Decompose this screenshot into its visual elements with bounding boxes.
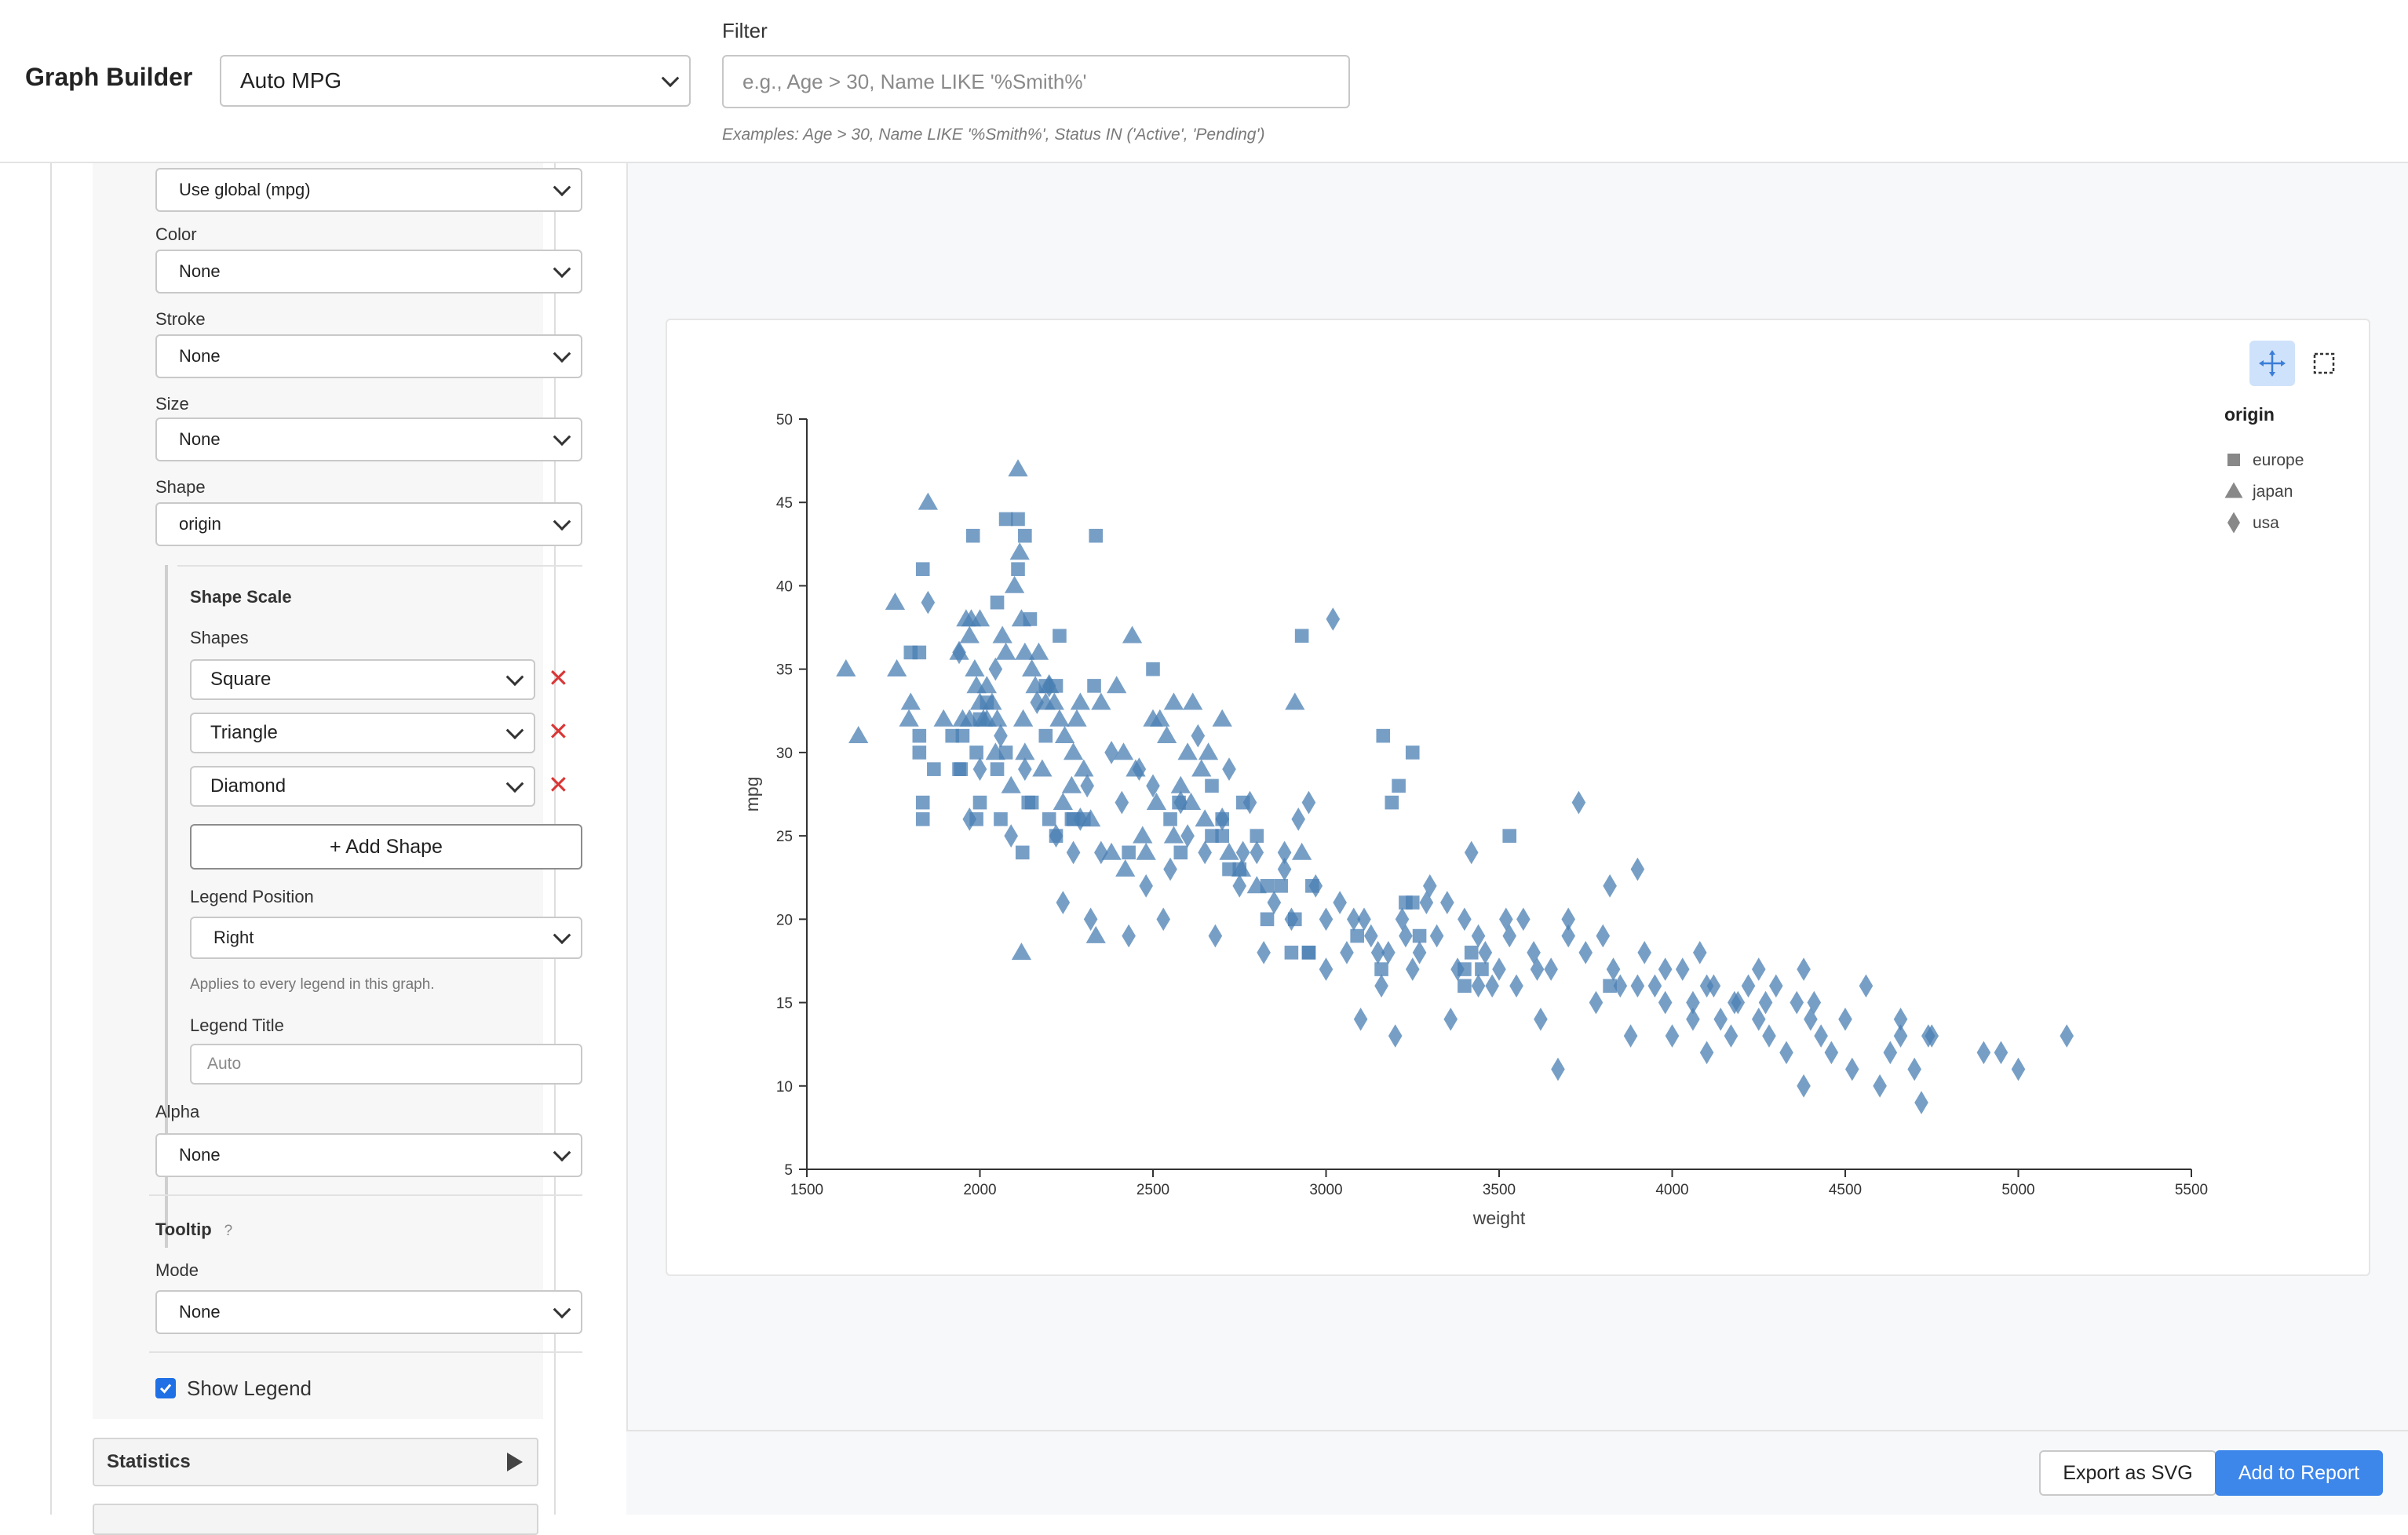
- legend-title-label: Legend Title: [190, 1015, 284, 1035]
- filter-hint: Examples: Age > 30, Name LIKE '%Smith%',…: [722, 126, 1265, 144]
- chevron-down-icon: [505, 775, 524, 793]
- add-to-report-button[interactable]: Add to Report: [2215, 1450, 2383, 1496]
- legend-divider: [149, 1351, 582, 1353]
- shape-option-triangle[interactable]: Triangle: [190, 713, 535, 753]
- show-legend-label[interactable]: Show Legend: [187, 1376, 312, 1400]
- alpha-value: None: [179, 1145, 221, 1165]
- dataset-select-value: Auto MPG: [240, 68, 342, 93]
- filter-input[interactable]: e.g., Age > 30, Name LIKE '%Smith%': [722, 55, 1350, 108]
- chevron-down-icon: [505, 668, 524, 687]
- size-value: None: [179, 429, 221, 449]
- app-title: Graph Builder: [25, 63, 193, 91]
- chevron-down-icon: [553, 926, 571, 945]
- shape-option-value: Triangle: [210, 722, 278, 743]
- filter-label: Filter: [722, 19, 768, 42]
- filter-placeholder: e.g., Age > 30, Name LIKE '%Smith%': [742, 69, 1087, 93]
- tooltip-mode-select[interactable]: None: [155, 1290, 582, 1334]
- size-label: Size: [155, 394, 189, 414]
- settings-panel: Use global (mpg) Color None Stroke None …: [50, 163, 582, 1535]
- color-value: None: [179, 261, 221, 281]
- legend-position-label: Legend Position: [190, 887, 314, 906]
- shape-option-diamond[interactable]: Diamond: [190, 766, 535, 807]
- export-svg-button[interactable]: Export as SVG: [2039, 1450, 2216, 1496]
- shape-select[interactable]: origin: [155, 502, 582, 546]
- add-shape-button[interactable]: + Add Shape: [190, 824, 582, 870]
- legend-position-hint: Applies to every legend in this graph.: [190, 976, 435, 993]
- y-variable-value: Use global (mpg): [179, 180, 311, 199]
- chart-card: [666, 319, 2370, 1276]
- chevron-down-icon: [553, 1300, 571, 1319]
- shape-value: origin: [179, 514, 221, 534]
- alpha-label: Alpha: [155, 1102, 200, 1121]
- top-header: Graph Builder Auto MPG Filter e.g., Age …: [0, 0, 2408, 163]
- stroke-label: Stroke: [155, 309, 206, 329]
- stroke-value: None: [179, 346, 221, 366]
- legend-title-input[interactable]: Auto: [190, 1044, 582, 1085]
- tooltip-mode-value: None: [179, 1302, 221, 1322]
- chevron-down-icon: [661, 69, 680, 88]
- alpha-select[interactable]: None: [155, 1133, 582, 1177]
- y-variable-select[interactable]: Use global (mpg): [155, 168, 582, 212]
- shape-option-square[interactable]: Square: [190, 659, 535, 700]
- show-legend-checkbox[interactable]: [155, 1378, 176, 1398]
- stroke-select[interactable]: None: [155, 334, 582, 378]
- check-icon: [159, 1384, 172, 1394]
- remove-shape-triangle-icon[interactable]: ✕: [548, 717, 569, 746]
- chevron-down-icon: [553, 1143, 571, 1162]
- expand-arrow-icon: [507, 1453, 523, 1471]
- tooltip-label: Tooltip?: [155, 1220, 232, 1240]
- box-select-tool-button[interactable]: [2301, 341, 2347, 386]
- tooltip-label-text: Tooltip: [155, 1220, 212, 1239]
- pan-tool-button[interactable]: [2249, 341, 2295, 386]
- statistics-label: Statistics: [107, 1451, 191, 1472]
- chevron-down-icon: [553, 260, 571, 279]
- box-select-icon: [2313, 352, 2335, 374]
- remove-shape-diamond-icon[interactable]: ✕: [548, 771, 569, 799]
- aesthetics-section: Use global (mpg) Color None Stroke None …: [93, 163, 582, 1419]
- shape-label: Shape: [155, 477, 206, 497]
- chevron-down-icon: [553, 428, 571, 447]
- chevron-down-icon: [553, 512, 571, 531]
- statistics-section-header[interactable]: Statistics: [93, 1438, 538, 1486]
- pan-move-icon: [2259, 350, 2286, 377]
- shape-scale-divider: [177, 565, 582, 567]
- color-select[interactable]: None: [155, 250, 582, 294]
- shape-scale-rule: [165, 565, 168, 1248]
- chevron-down-icon: [553, 178, 571, 197]
- next-section-header[interactable]: [93, 1504, 538, 1535]
- shapes-label: Shapes: [190, 628, 249, 647]
- shape-option-value: Square: [210, 669, 272, 690]
- legend-title-placeholder: Auto: [207, 1055, 242, 1073]
- shape-scale-title: Shape Scale: [190, 587, 292, 607]
- size-select[interactable]: None: [155, 417, 582, 461]
- help-icon[interactable]: ?: [224, 1223, 233, 1239]
- tooltip-mode-label: Mode: [155, 1260, 199, 1280]
- dataset-select[interactable]: Auto MPG: [220, 55, 691, 107]
- color-label: Color: [155, 224, 197, 244]
- legend-position-select[interactable]: Right: [190, 917, 582, 959]
- chevron-down-icon: [505, 721, 524, 740]
- shape-option-value: Diamond: [210, 775, 286, 797]
- chevron-down-icon: [553, 345, 571, 363]
- tooltip-divider: [149, 1194, 582, 1196]
- remove-shape-square-icon[interactable]: ✕: [548, 664, 569, 692]
- legend-position-value: Right: [213, 928, 254, 947]
